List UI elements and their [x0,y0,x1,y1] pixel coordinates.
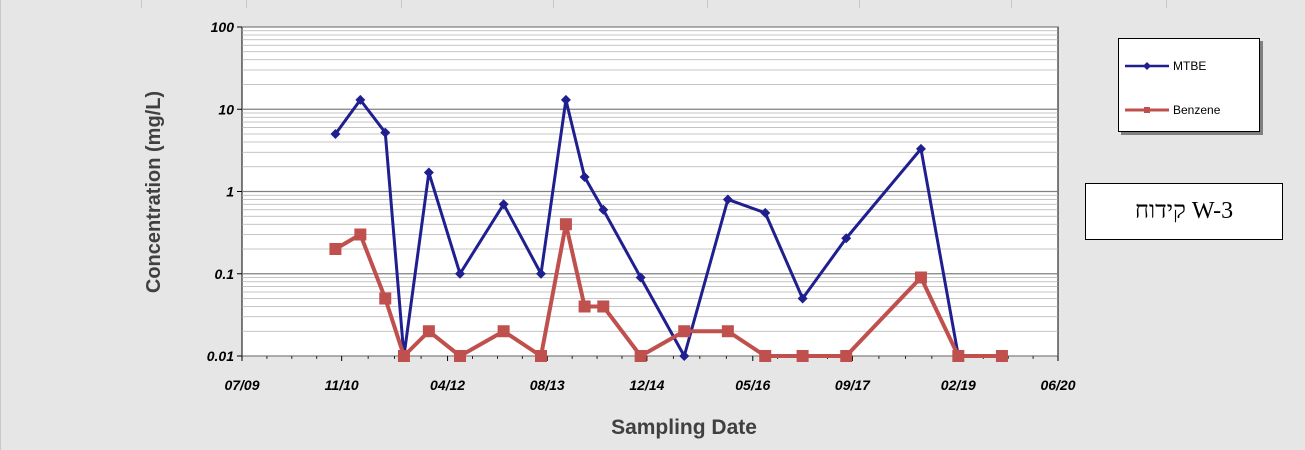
data-point-benzene [840,350,853,362]
x-tick-label: 04/12 [430,377,465,393]
x-axis-ticks: 07/09 11/10 04/12 08/13 12/14 05/16 09/17 02/19… [224,356,1076,393]
sheet-column-line [141,0,142,8]
y-tick-label: 0.01 [207,348,234,364]
data-point-benzene [497,325,510,338]
y-tick-label: 1 [226,184,234,200]
sheet-column-line [707,0,708,8]
y-tick-label: 100 [211,19,235,35]
data-point-benzene [329,242,342,255]
legend: MTBE Benzene [1118,38,1260,132]
sheet-column-line [1011,0,1012,8]
legend-item-benzene: Benzene [1125,102,1220,118]
y-axis-ticks: 0.01 0.1 1 10 100 [207,19,242,364]
data-point-benzene [354,228,367,241]
data-point-benzene [721,325,734,338]
series-layer [329,94,1008,362]
data-point-benzene [559,218,572,231]
data-point-mtbe [579,172,590,183]
data-point-mtbe [423,167,434,178]
sheet-column-gridlines [1,0,1305,8]
data-point-mtbe [380,127,391,138]
sheet-column-line [246,0,247,8]
y-tick-label: 10 [218,101,234,117]
legend-item-mtbe: MTBE [1125,58,1206,74]
data-point-mtbe [455,268,466,279]
major-gridlines [242,26,1058,357]
x-axis-title: Sampling Date [611,416,757,439]
data-point-mtbe [560,94,571,105]
data-point-benzene [379,292,392,305]
data-point-benzene [397,350,410,362]
y-axis-title: Concentration (mg/L) [143,91,165,293]
data-point-mtbe [722,194,733,205]
data-point-mtbe [679,351,690,361]
x-tick-label: 06/20 [1040,377,1075,393]
data-point-benzene [454,350,467,362]
legend-swatch-benzene [1125,107,1169,113]
sheet-column-line [401,0,402,8]
x-tick-label: 12/14 [629,377,664,393]
sheet-column-line [553,0,554,8]
legend-label-mtbe: MTBE [1173,59,1207,73]
x-tick-label: 05/16 [735,377,770,393]
data-point-mtbe [598,204,609,215]
x-tick-label: 02/19 [941,377,976,393]
data-point-mtbe [760,207,771,218]
legend-label-benzene: Benzene [1173,103,1221,117]
data-point-mtbe [355,94,366,105]
data-point-mtbe [498,199,509,210]
data-point-mtbe [535,268,546,279]
x-tick-label: 07/09 [224,377,259,393]
well-id-label: קידוח W-3 [1085,183,1283,240]
data-point-benzene [597,300,610,313]
data-point-mtbe [797,293,808,304]
data-point-benzene [534,350,547,362]
data-point-benzene [914,271,927,284]
well-id-text: קידוח W-3 [1134,198,1234,224]
data-point-mtbe [330,129,341,140]
x-tick-label: 11/10 [325,377,359,393]
legend-swatch-mtbe [1125,62,1169,70]
x-tick-label: 09/17 [835,377,871,393]
data-point-benzene [759,350,772,362]
data-point-benzene [796,350,809,362]
series-benzene [329,218,1008,362]
y-tick-label: 0.1 [215,266,235,282]
sheet-column-line [1166,0,1167,8]
series-line-mtbe [334,98,1002,358]
data-point-benzene [634,350,647,362]
data-point-mtbe [841,233,852,244]
data-point-benzene [578,300,591,313]
data-point-mtbe [635,272,646,283]
data-point-mtbe [915,143,926,154]
data-point-benzene [678,325,691,338]
data-point-benzene [422,325,435,338]
data-point-benzene [995,350,1008,362]
x-tick-label: 08/13 [530,377,565,393]
data-point-benzene [952,350,965,362]
sheet-column-line [859,0,860,8]
